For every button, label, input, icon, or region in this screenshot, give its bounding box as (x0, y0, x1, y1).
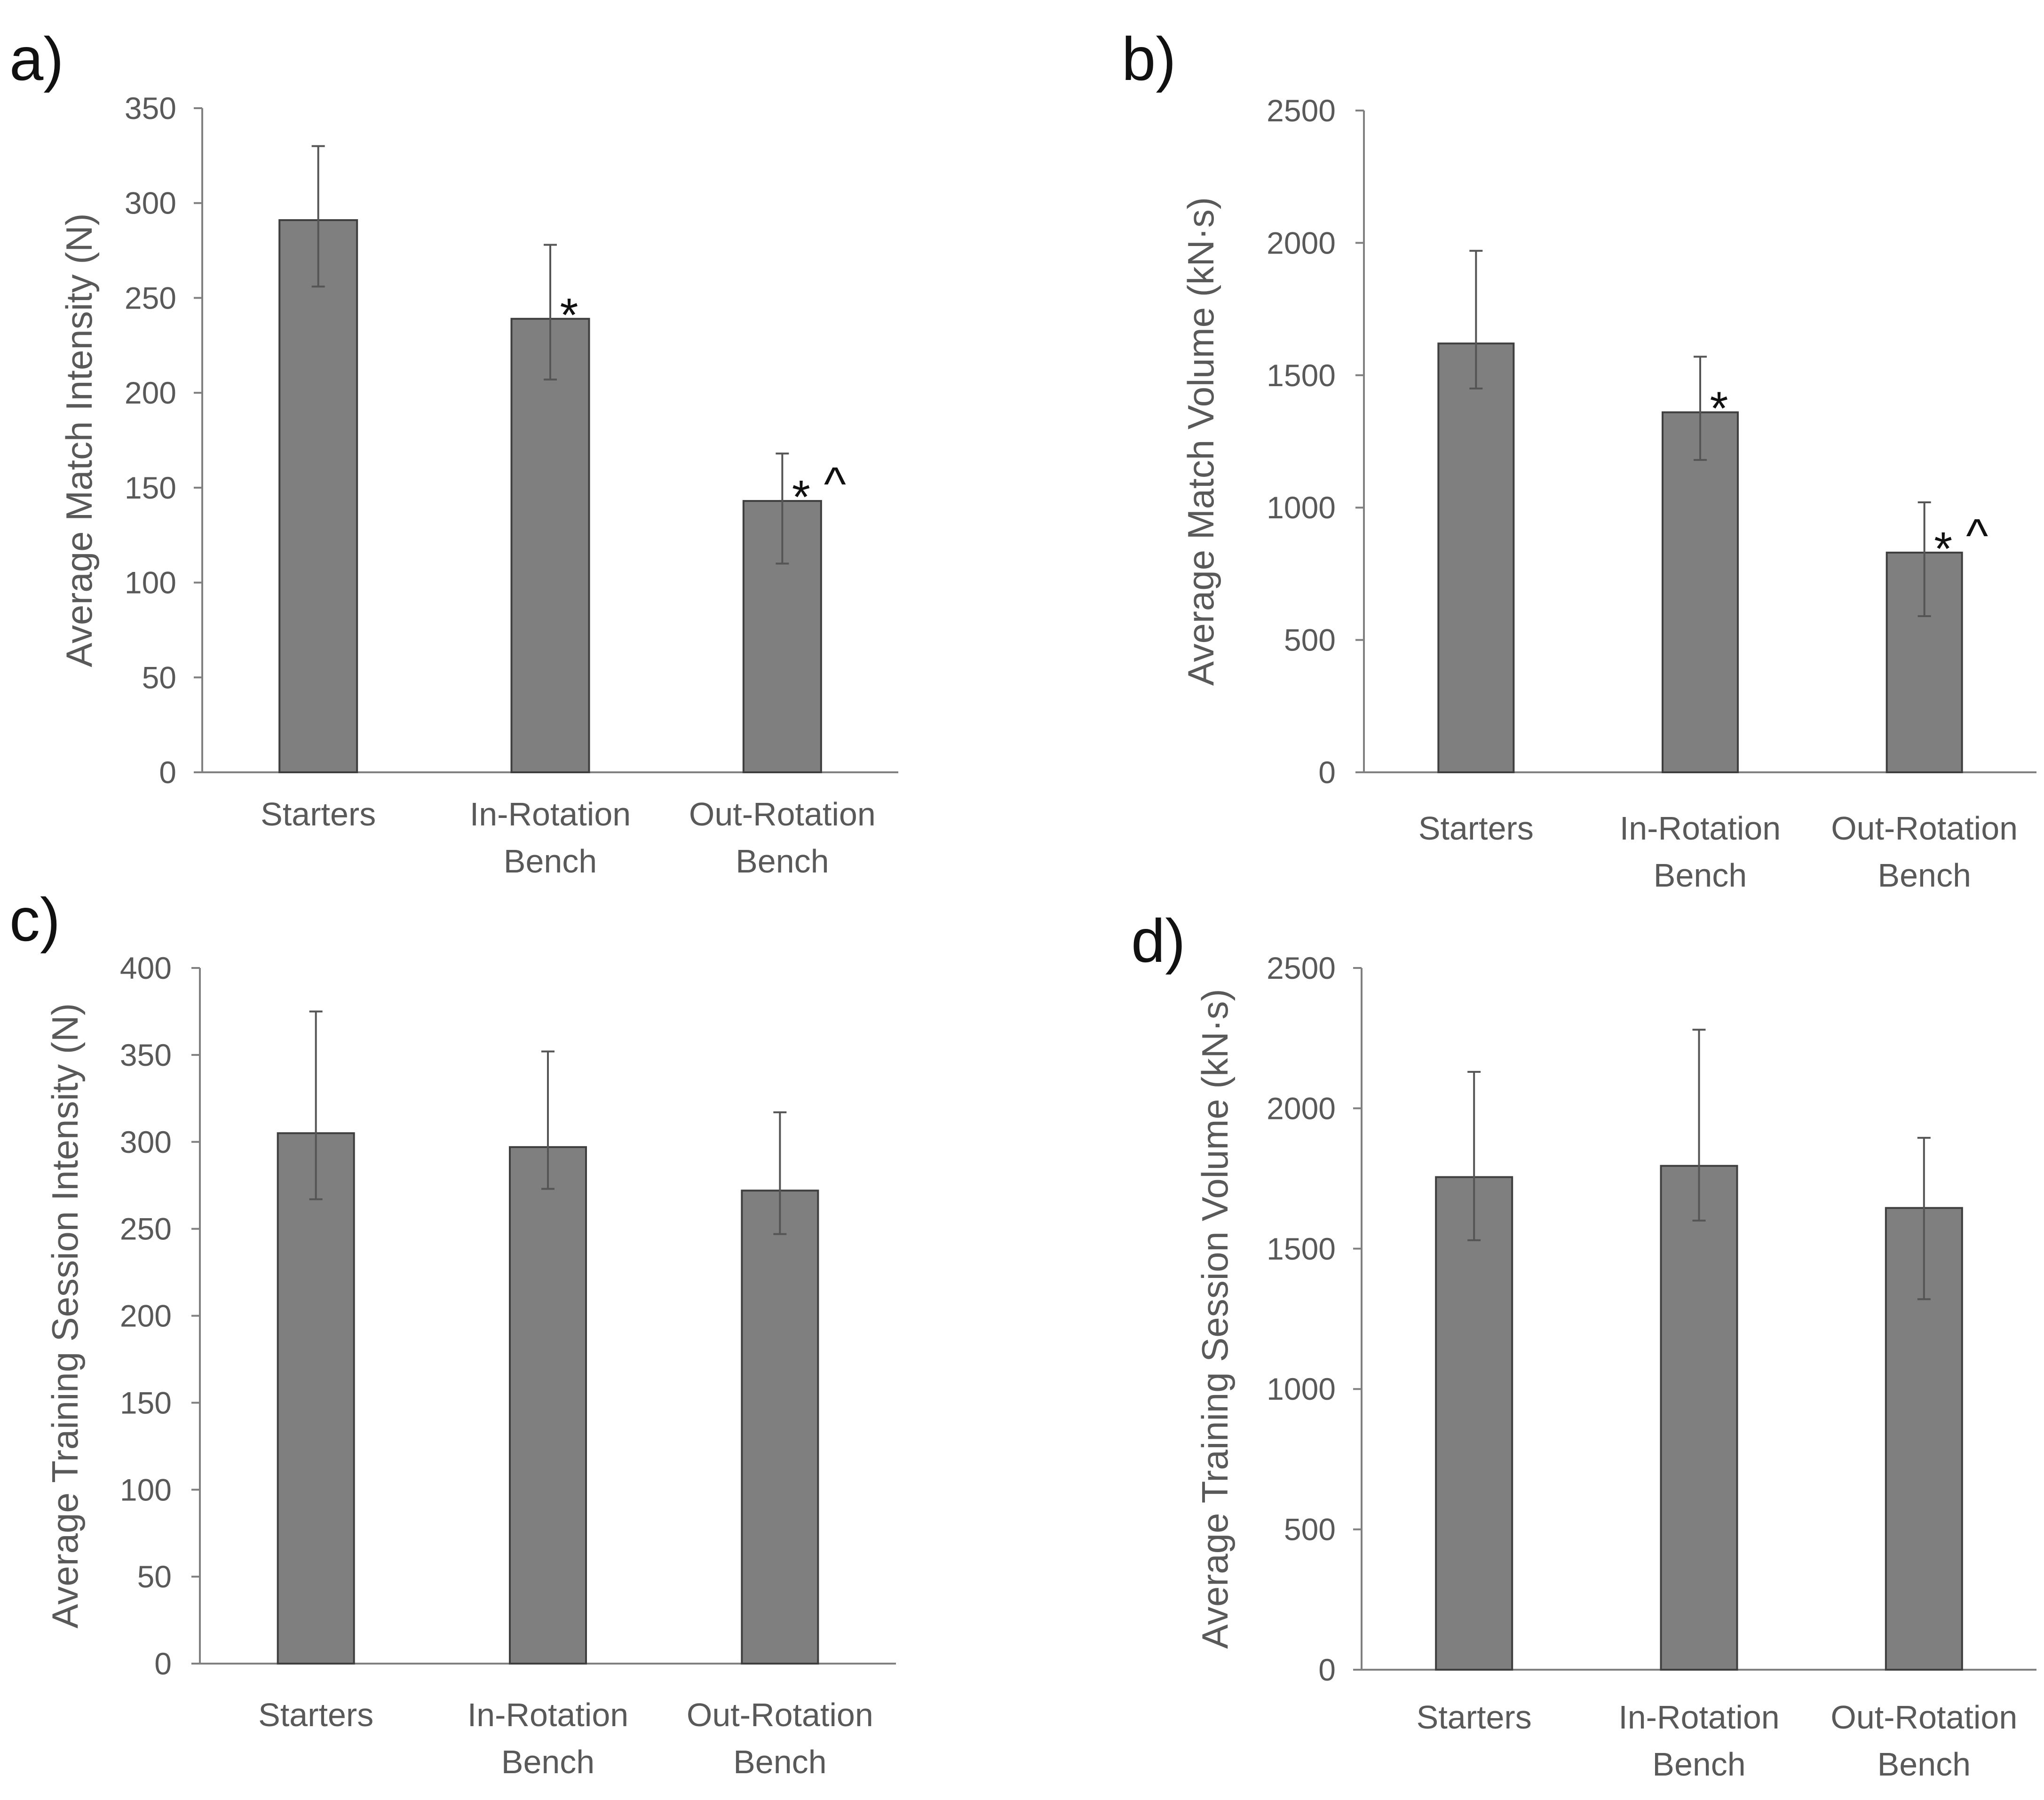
x-category-label: Starters (1417, 1699, 1532, 1736)
y-tick-label: 1500 (1267, 1231, 1336, 1266)
bar (510, 317, 590, 773)
y-axis-title: Average Match Volume (kN·s) (1180, 197, 1221, 686)
y-tick-label: 2000 (1267, 1091, 1336, 1126)
y-tick-label: 500 (1284, 1512, 1336, 1547)
x-category-label: Bench (501, 1744, 594, 1780)
y-axis-title: Average Training Session Intensity (N) (44, 1003, 86, 1629)
bar (1435, 1176, 1513, 1671)
y-tick-label: 200 (120, 1299, 172, 1333)
y-tick-label: 2500 (1267, 951, 1336, 985)
panel-label: d) (1131, 906, 1186, 975)
significance-caret: ^ (824, 458, 846, 510)
significance-asterisk: * (1934, 523, 1952, 575)
significance-asterisk: * (1710, 382, 1728, 435)
y-tick-label: 50 (137, 1559, 172, 1594)
y-tick-label: 350 (125, 91, 176, 126)
x-category-label: Bench (504, 843, 597, 880)
y-axis-title: Average Match Intensity (N) (58, 213, 100, 667)
bar (1437, 342, 1515, 773)
y-tick-label: 200 (125, 375, 176, 410)
y-tick-label: 1000 (1267, 1372, 1336, 1406)
y-tick-label: 300 (120, 1125, 172, 1159)
x-category-label: Starters (258, 1697, 373, 1733)
bar (1660, 1165, 1738, 1671)
x-category-label: Bench (1654, 857, 1747, 894)
x-category-label: Bench (736, 843, 829, 880)
x-category-label: Bench (733, 1744, 826, 1780)
y-tick-label: 350 (120, 1038, 172, 1072)
y-tick-label: 400 (120, 951, 172, 985)
y-tick-label: 0 (1318, 1652, 1336, 1687)
y-tick-label: 1500 (1267, 358, 1336, 393)
x-category-label: In-Rotation (1618, 1699, 1779, 1736)
chart-panel-1: a) Average Match Intensity (N) 0 50 100 150 20… (9, 24, 898, 880)
y-tick-label: 0 (159, 755, 176, 790)
x-category-label: Out-Rotation (687, 1697, 873, 1733)
x-category-label: Bench (1878, 857, 1971, 894)
panel-label: c) (9, 885, 60, 954)
x-category-label: Bench (1878, 1746, 1971, 1783)
x-category-label: In-Rotation (1620, 810, 1781, 847)
bar (277, 1132, 355, 1665)
y-tick-label: 50 (142, 660, 176, 695)
y-tick-label: 250 (120, 1212, 172, 1246)
bar (741, 1189, 819, 1665)
y-tick-label: 250 (125, 280, 176, 315)
x-category-label: In-Rotation (470, 796, 631, 833)
x-category-label: Starters (261, 796, 376, 833)
y-tick-label: 0 (1318, 755, 1336, 790)
chart-panel-3: c) Average Training Session Intensity (N)… (9, 885, 896, 1780)
chart-panel-4: d)Average Training Session Volume (kN·s)… (1131, 906, 2036, 1783)
x-category-label: Bench (1652, 1746, 1745, 1783)
y-tick-label: 1000 (1267, 490, 1336, 525)
y-axis-title: Average Training Session Volume (kN·s) (1194, 989, 1236, 1649)
chart-panel-2: b) Average Match Volume (kN·s) 0 500 1000 150… (1122, 24, 2036, 894)
y-tick-label: 100 (125, 565, 176, 600)
y-tick-label: 2500 (1267, 93, 1336, 128)
y-tick-label: 100 (120, 1472, 172, 1507)
y-tick-label: 500 (1284, 623, 1336, 658)
x-category-label: In-Rotation (467, 1697, 628, 1733)
x-category-label: Out-Rotation (1831, 810, 2018, 847)
y-tick-label: 2000 (1267, 225, 1336, 260)
y-tick-label: 0 (154, 1646, 172, 1681)
x-category-label: Out-Rotation (689, 796, 876, 833)
x-category-label: Out-Rotation (1830, 1699, 2017, 1736)
y-tick-label: 300 (125, 186, 176, 221)
panel-label: a) (9, 24, 64, 93)
y-tick-label: 150 (125, 470, 176, 505)
panel-label: b) (1122, 24, 1176, 93)
bar (509, 1146, 587, 1665)
bar (278, 219, 358, 774)
significance-asterisk: * (560, 289, 578, 341)
bar (1662, 411, 1739, 773)
significance-asterisk: * (792, 471, 810, 523)
y-tick-label: 150 (120, 1385, 172, 1420)
significance-caret: ^ (1966, 509, 1988, 562)
x-category-label: Starters (1418, 810, 1534, 847)
